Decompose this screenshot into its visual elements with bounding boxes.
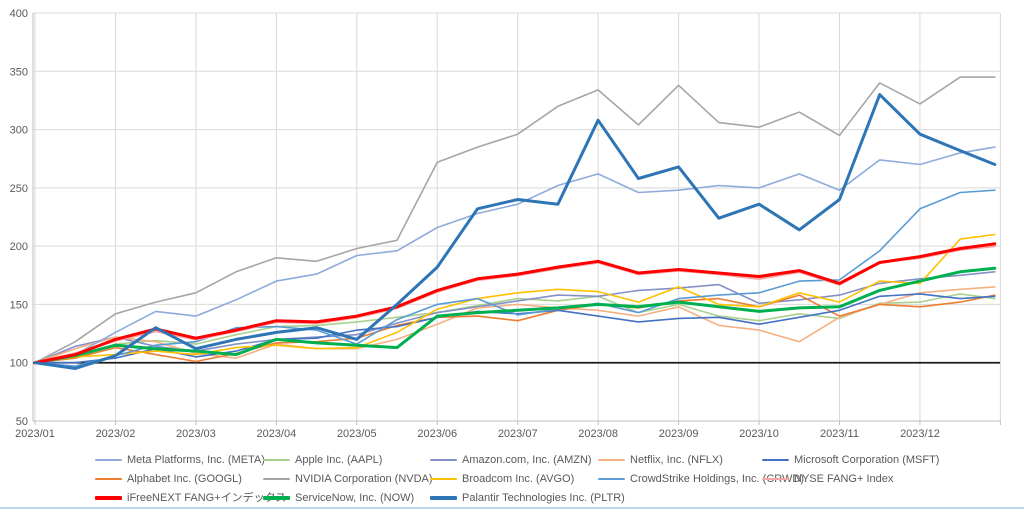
y-tick-label-150: 150: [10, 299, 28, 311]
legend-swatch-AVGO: [430, 478, 457, 480]
legend-item-NFLX: Netflix, Inc. (NFLX): [598, 454, 723, 466]
legend-swatch-PLTR: [430, 496, 457, 500]
x-tick-label-9: 2023/10: [739, 428, 779, 440]
y-tick-label-100: 100: [10, 358, 28, 370]
chart-legend: Meta Platforms, Inc. (META) Apple Inc. (A…: [0, 448, 1024, 506]
legend-item-IFREENEXT-FANG: iFreeNEXT FANG+インデックス: [95, 492, 286, 504]
legend-label-PLTR: Palantir Technologies Inc. (PLTR): [462, 492, 625, 504]
window-bottom-border: [0, 507, 1024, 509]
legend-swatch-NYSE-FANG: [762, 478, 789, 480]
legend-label-AAPL: Apple Inc. (AAPL): [295, 454, 383, 466]
legend-swatch-MSFT: [762, 459, 789, 461]
legend-label-CRWD: CrowdStrike Holdings, Inc. (CRWD): [630, 473, 805, 485]
legend-swatch-GOOGL: [95, 478, 122, 480]
legend-item-META: Meta Platforms, Inc. (META): [95, 454, 265, 466]
legend-item-NVDA: NVIDIA Corporation (NVDA): [263, 473, 433, 485]
series-line-NOW: [33, 266, 997, 365]
x-tick-label-2: 2023/03: [176, 428, 216, 440]
series-line-MSFT: [34, 293, 996, 364]
y-tick-label-350: 350: [10, 66, 28, 78]
legend-swatch-NOW: [263, 496, 290, 500]
x-tick-label-4: 2023/05: [337, 428, 377, 440]
legend-item-AAPL: Apple Inc. (AAPL): [263, 454, 382, 466]
legend-label-NOW: ServiceNow, Inc. (NOW): [295, 492, 415, 504]
legend-label-AVGO: Broadcom Inc. (AVGO): [462, 473, 575, 485]
x-tick-label-10: 2023/11: [820, 428, 859, 440]
legend-label-AMZN: Amazon.com, Inc. (AMZN): [462, 454, 592, 466]
legend-item-PLTR: Palantir Technologies Inc. (PLTR): [430, 492, 625, 504]
series-line-META: [34, 146, 996, 364]
legend-label-NFLX: Netflix, Inc. (NFLX): [630, 454, 723, 466]
series-line-CRWD: [34, 189, 996, 368]
legend-label-NVDA: NVIDIA Corporation (NVDA): [295, 473, 433, 485]
x-tick-label-1: 2023/02: [96, 428, 136, 440]
legend-label-IFREENEXT-FANG: iFreeNEXT FANG+インデックス: [127, 492, 287, 504]
series-line-NFLX: [34, 286, 996, 364]
legend-label-MSFT: Microsoft Corporation (MSFT): [794, 454, 940, 466]
legend-swatch-NVDA: [263, 478, 290, 480]
y-tick-label-250: 250: [10, 183, 28, 195]
x-tick-label-0: 2023/01: [15, 428, 55, 440]
x-tick-label-3: 2023/04: [256, 428, 296, 440]
legend-swatch-AMZN: [430, 459, 457, 461]
legend-swatch-NFLX: [598, 459, 625, 461]
x-tick-label-11: 2023/12: [900, 428, 940, 440]
legend-label-NYSE-FANG: NYSE FANG+ Index: [794, 473, 894, 485]
series-line-GOOGL: [34, 294, 996, 364]
series-line-IFREENEXT-FANG: [33, 242, 997, 365]
series-line-NVDA: [34, 76, 996, 364]
series-line-PLTR: [33, 93, 997, 370]
y-tick-label-200: 200: [10, 241, 28, 253]
y-tick-label-300: 300: [10, 125, 28, 137]
legend-swatch-META: [95, 459, 122, 461]
legend-item-NYSE-FANG: NYSE FANG+ Index: [762, 473, 893, 485]
y-tick-label-400: 400: [10, 8, 28, 20]
legend-swatch-CRWD: [598, 478, 625, 480]
legend-label-GOOGL: Alphabet Inc. (GOOGL): [127, 473, 242, 485]
x-tick-label-5: 2023/06: [417, 428, 457, 440]
legend-swatch-IFREENEXT-FANG: [95, 496, 122, 500]
legend-label-META: Meta Platforms, Inc. (META): [127, 454, 265, 466]
legend-item-AMZN: Amazon.com, Inc. (AMZN): [430, 454, 592, 466]
legend-item-MSFT: Microsoft Corporation (MSFT): [762, 454, 939, 466]
legend-item-NOW: ServiceNow, Inc. (NOW): [263, 492, 414, 504]
legend-item-CRWD: CrowdStrike Holdings, Inc. (CRWD): [598, 473, 804, 485]
legend-item-AVGO: Broadcom Inc. (AVGO): [430, 473, 574, 485]
series-line-AAPL: [34, 293, 996, 364]
series-line-AVGO: [34, 233, 996, 364]
x-tick-label-8: 2023/09: [659, 428, 699, 440]
y-tick-label-50: 50: [16, 416, 28, 428]
x-tick-label-7: 2023/08: [578, 428, 618, 440]
legend-item-GOOGL: Alphabet Inc. (GOOGL): [95, 473, 242, 485]
x-tick-label-6: 2023/07: [498, 428, 538, 440]
legend-swatch-AAPL: [263, 459, 290, 461]
